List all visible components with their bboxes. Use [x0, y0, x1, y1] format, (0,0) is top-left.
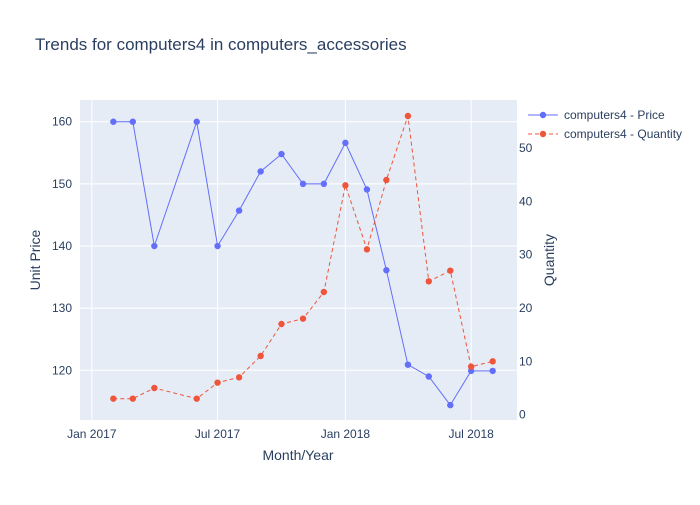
data-point[interactable]: [425, 278, 432, 285]
y-tick-label: 140: [52, 239, 72, 253]
data-point[interactable]: [363, 186, 371, 193]
plot-area: [80, 100, 517, 420]
axes-layer: 120 130 140 150 160 0 10 20 30 40 50 Jan 2017 Jul 20…: [52, 115, 533, 441]
data-point[interactable]: [342, 139, 349, 147]
data-point[interactable]: [151, 242, 158, 250]
legend[interactable]: computers4 - Price computers4 - Quantity: [528, 108, 682, 141]
data-point[interactable]: [235, 374, 243, 381]
data-point[interactable]: [383, 176, 390, 184]
data-point[interactable]: [257, 168, 264, 175]
data-point[interactable]: [193, 118, 200, 125]
legend-item-0[interactable]: computers4 - Price: [528, 108, 665, 122]
data-point[interactable]: [214, 242, 221, 250]
data-point[interactable]: [299, 180, 307, 188]
y2-tick-label: 0: [519, 408, 526, 422]
data-point[interactable]: [320, 288, 328, 296]
data-point[interactable]: [447, 401, 454, 409]
data-point[interactable]: [404, 112, 412, 120]
x-axis-title: Month/Year: [262, 447, 333, 463]
legend-marker-icon: [539, 130, 547, 138]
y-tick-label: 130: [52, 301, 72, 315]
legend-label: computers4 - Quantity: [564, 127, 682, 141]
y2-tick-label: 20: [519, 301, 533, 315]
legend-item-1[interactable]: computers4 - Quantity: [528, 127, 682, 141]
y-tick-label: 150: [52, 177, 72, 191]
data-point[interactable]: [425, 373, 432, 380]
data-point[interactable]: [342, 182, 349, 189]
data-point[interactable]: [257, 352, 264, 360]
data-point[interactable]: [320, 180, 328, 188]
series-line-0: [113, 121, 493, 406]
x-tick-label: Jul 2017: [195, 427, 241, 441]
chart-title: Trends for computers4 in computers_acces…: [35, 35, 407, 54]
y2-axis-title: Quantity: [541, 234, 557, 286]
data-point[interactable]: [110, 118, 117, 125]
data-point[interactable]: [489, 358, 496, 365]
data-point[interactable]: [489, 367, 496, 375]
data-point[interactable]: [151, 384, 158, 392]
data-point[interactable]: [129, 395, 137, 402]
y-tick-label: 120: [52, 363, 72, 377]
data-point[interactable]: [214, 379, 221, 386]
data-point[interactable]: [235, 207, 243, 214]
data-point[interactable]: [467, 363, 475, 370]
y2-tick-label: 10: [519, 354, 533, 368]
series-layer: [110, 112, 496, 409]
series-line-1: [113, 115, 493, 400]
x-tick-label: Jul 2018: [448, 427, 494, 441]
data-point[interactable]: [129, 118, 137, 125]
y2-tick-label: 40: [519, 194, 533, 208]
legend-label: computers4 - Price: [564, 108, 665, 122]
y2-tick-label: 30: [519, 248, 533, 262]
x-tick-label: Jan 2018: [321, 427, 371, 441]
legend-marker-icon: [539, 111, 547, 119]
data-point[interactable]: [193, 395, 200, 402]
data-point[interactable]: [278, 320, 285, 328]
data-point[interactable]: [299, 315, 307, 322]
data-point[interactable]: [383, 267, 390, 274]
x-tick-label: Jan 2017: [67, 427, 117, 441]
y-tick-label: 160: [52, 115, 72, 129]
data-point[interactable]: [363, 246, 371, 253]
data-point[interactable]: [278, 150, 285, 158]
data-point[interactable]: [404, 361, 412, 368]
data-point[interactable]: [110, 395, 117, 402]
y2-tick-label: 50: [519, 141, 533, 155]
data-point[interactable]: [447, 267, 454, 274]
y-axis-title: Unit Price: [27, 229, 43, 290]
